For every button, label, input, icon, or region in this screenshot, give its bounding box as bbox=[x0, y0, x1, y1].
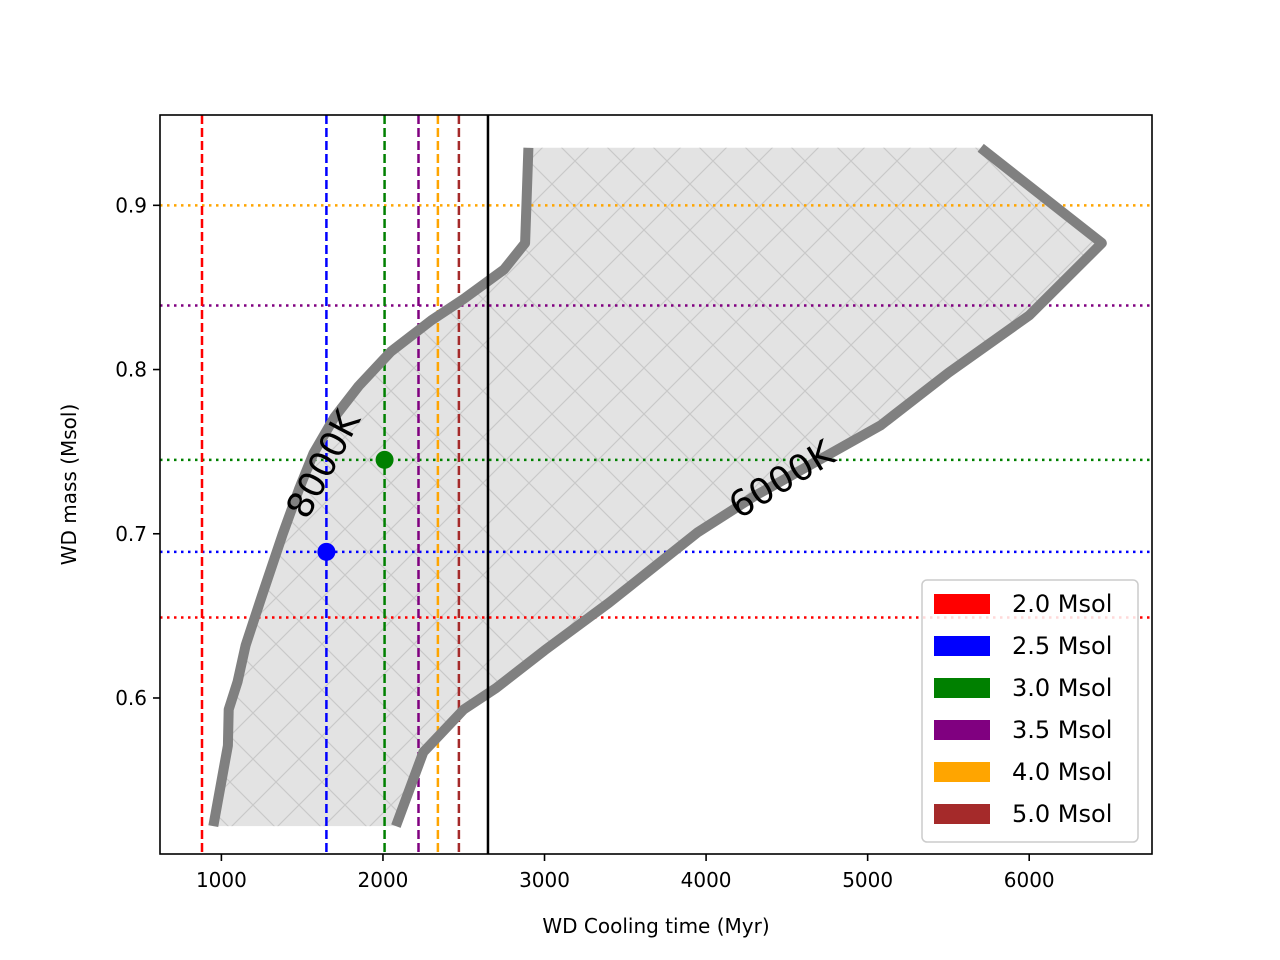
legend: 2.0 Msol 2.5 Msol 3.0 Msol 3.5 Msol 4.0 Msol… bbox=[921, 579, 1139, 843]
data-point-30 bbox=[375, 450, 394, 469]
x-axis-label: WD Cooling time (Myr) bbox=[542, 914, 769, 938]
y-tick-label: 0.6 bbox=[115, 686, 147, 710]
y-axis-label: WD mass (Msol) bbox=[57, 404, 81, 566]
legend-swatch bbox=[934, 804, 990, 824]
x-tick-label: 6000 bbox=[1004, 868, 1055, 892]
plot-area bbox=[160, 115, 1152, 854]
x-tick-label: 3000 bbox=[519, 868, 570, 892]
axis-ticks: 1000 2000 3000 4000 5000 6000 0.6 0.7 0.8 0.9 bbox=[115, 193, 1054, 892]
data-point-25 bbox=[317, 542, 336, 561]
legend-swatch bbox=[934, 720, 990, 740]
legend-swatch bbox=[934, 636, 990, 656]
legend-label: 3.5 Msol bbox=[1012, 716, 1112, 744]
x-tick-label: 1000 bbox=[196, 868, 247, 892]
y-tick-label: 0.9 bbox=[115, 193, 147, 217]
legend-label: 3.0 Msol bbox=[1012, 674, 1112, 702]
y-tick-label: 0.7 bbox=[115, 522, 147, 546]
legend-swatch bbox=[934, 678, 990, 698]
legend-label: 4.0 Msol bbox=[1012, 758, 1112, 786]
isotherm-8000k-line bbox=[208, 147, 534, 827]
legend-label: 2.0 Msol bbox=[1012, 590, 1112, 618]
y-tick-label: 0.8 bbox=[115, 358, 147, 382]
plot-frame bbox=[159, 114, 1153, 855]
legend-label: 2.5 Msol bbox=[1012, 632, 1112, 660]
axes-frame bbox=[159, 114, 1153, 855]
shaded-region-hatch bbox=[213, 147, 1102, 827]
legend-label: 5.0 Msol bbox=[1012, 800, 1112, 828]
isotherm-6000k-line bbox=[391, 143, 1107, 828]
legend-swatch bbox=[934, 594, 990, 614]
x-tick-label: 4000 bbox=[681, 868, 732, 892]
x-tick-label: 2000 bbox=[358, 868, 409, 892]
x-tick-label: 5000 bbox=[842, 868, 893, 892]
legend-swatch bbox=[934, 762, 990, 782]
